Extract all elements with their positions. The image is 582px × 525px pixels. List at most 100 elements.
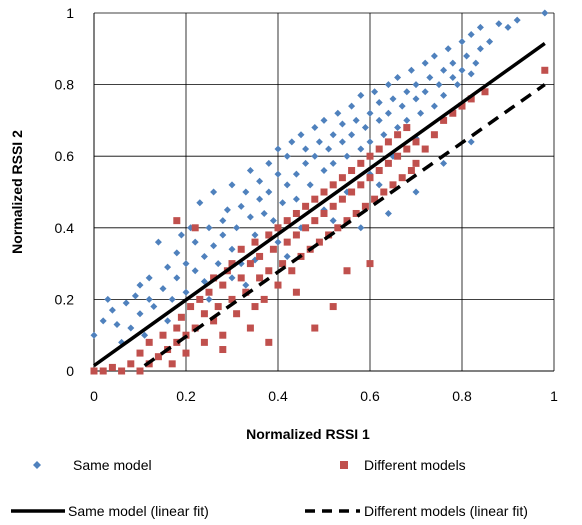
data-point-same-model xyxy=(444,45,452,53)
data-point-different-models xyxy=(108,363,116,371)
data-point-same-model xyxy=(127,324,135,332)
data-point-same-model xyxy=(486,38,494,46)
data-point-same-model xyxy=(104,295,112,303)
data-point-same-model xyxy=(292,170,300,178)
data-point-different-models xyxy=(260,295,268,303)
data-point-same-model xyxy=(357,145,365,153)
data-point-same-model xyxy=(407,66,415,74)
data-point-same-model xyxy=(269,217,277,225)
data-point-same-model xyxy=(306,181,314,189)
data-point-same-model xyxy=(329,217,337,225)
data-point-different-models xyxy=(338,195,346,203)
legend-item-different-models: Different models xyxy=(340,457,466,473)
data-point-same-model xyxy=(338,138,346,146)
data-point-different-models xyxy=(173,338,181,346)
data-point-different-models xyxy=(265,338,273,346)
data-point-same-model xyxy=(210,188,218,196)
data-point-different-models xyxy=(168,360,176,368)
data-point-same-model xyxy=(430,52,438,60)
data-point-same-model xyxy=(463,52,471,60)
data-point-same-model xyxy=(246,213,254,221)
data-point-same-model xyxy=(541,9,549,17)
x-tick-label: 0.4 xyxy=(268,388,288,404)
data-point-different-models xyxy=(403,145,411,153)
data-point-same-model xyxy=(472,59,480,67)
data-point-same-model xyxy=(398,102,406,110)
data-point-same-model xyxy=(182,260,190,268)
data-point-different-models xyxy=(136,349,144,357)
data-point-same-model xyxy=(283,181,291,189)
data-point-same-model xyxy=(283,252,291,260)
data-point-same-model xyxy=(265,188,273,196)
data-point-same-model xyxy=(145,295,153,303)
data-point-different-models xyxy=(118,367,126,375)
data-point-same-model xyxy=(458,66,466,74)
data-point-different-models xyxy=(398,174,406,182)
y-tick-label: 1 xyxy=(66,5,74,21)
data-point-same-model xyxy=(302,145,310,153)
data-point-same-model xyxy=(320,116,328,124)
data-point-different-models xyxy=(458,102,466,110)
data-point-different-models xyxy=(481,88,489,96)
data-point-same-model xyxy=(150,303,158,311)
data-point-same-model xyxy=(435,81,443,89)
data-point-same-model xyxy=(325,145,333,153)
series-different-models xyxy=(90,66,549,375)
data-point-different-models xyxy=(352,209,360,217)
data-point-different-models xyxy=(187,303,195,311)
data-point-different-models xyxy=(154,353,162,361)
data-point-same-model xyxy=(159,285,167,293)
data-point-different-models xyxy=(173,217,181,225)
data-point-same-model xyxy=(412,81,420,89)
data-point-same-model xyxy=(394,124,402,132)
data-point-different-models xyxy=(380,188,388,196)
data-point-different-models xyxy=(357,181,365,189)
data-point-same-model xyxy=(122,299,130,307)
y-tick-label: 0.2 xyxy=(55,291,75,307)
data-point-same-model xyxy=(302,159,310,167)
data-point-different-models xyxy=(366,260,374,268)
data-point-different-models xyxy=(320,209,328,217)
data-point-different-models xyxy=(338,174,346,182)
data-point-different-models xyxy=(440,116,448,124)
data-point-different-models xyxy=(145,338,153,346)
data-point-same-model xyxy=(196,199,204,207)
data-point-same-model xyxy=(237,202,245,210)
legend-marker-same-model xyxy=(33,461,41,469)
data-point-different-models xyxy=(403,124,411,132)
data-point-same-model xyxy=(145,274,153,282)
data-point-different-models xyxy=(173,324,181,332)
data-point-different-models xyxy=(219,346,227,354)
data-point-different-models xyxy=(311,217,319,225)
data-point-different-models xyxy=(541,66,549,74)
data-point-different-models xyxy=(292,209,300,217)
data-point-same-model xyxy=(412,95,420,103)
data-point-different-models xyxy=(246,324,254,332)
data-point-different-models xyxy=(384,159,392,167)
data-point-different-models xyxy=(329,303,337,311)
data-point-different-models xyxy=(242,288,250,296)
data-point-different-models xyxy=(265,267,273,275)
data-point-same-model xyxy=(426,73,434,81)
data-point-different-models xyxy=(269,245,277,253)
data-point-different-models xyxy=(210,274,218,282)
data-point-different-models xyxy=(205,288,213,296)
data-point-same-model xyxy=(320,167,328,175)
data-point-different-models xyxy=(219,331,227,339)
data-point-different-models xyxy=(251,238,259,246)
data-point-same-model xyxy=(467,30,475,38)
data-point-different-models xyxy=(311,195,319,203)
data-point-same-model xyxy=(168,295,176,303)
data-point-different-models xyxy=(228,260,236,268)
data-point-different-models xyxy=(389,181,397,189)
data-point-same-model xyxy=(260,209,268,217)
data-point-same-model xyxy=(467,70,475,78)
x-tick-label: 0.8 xyxy=(452,388,472,404)
data-point-same-model xyxy=(191,267,199,275)
data-point-different-models xyxy=(329,202,337,210)
data-point-same-model xyxy=(495,20,503,28)
data-point-same-model xyxy=(513,16,521,24)
legend: Same model Different models Same model (… xyxy=(11,457,528,519)
data-point-same-model xyxy=(343,152,351,160)
data-point-same-model xyxy=(219,217,227,225)
